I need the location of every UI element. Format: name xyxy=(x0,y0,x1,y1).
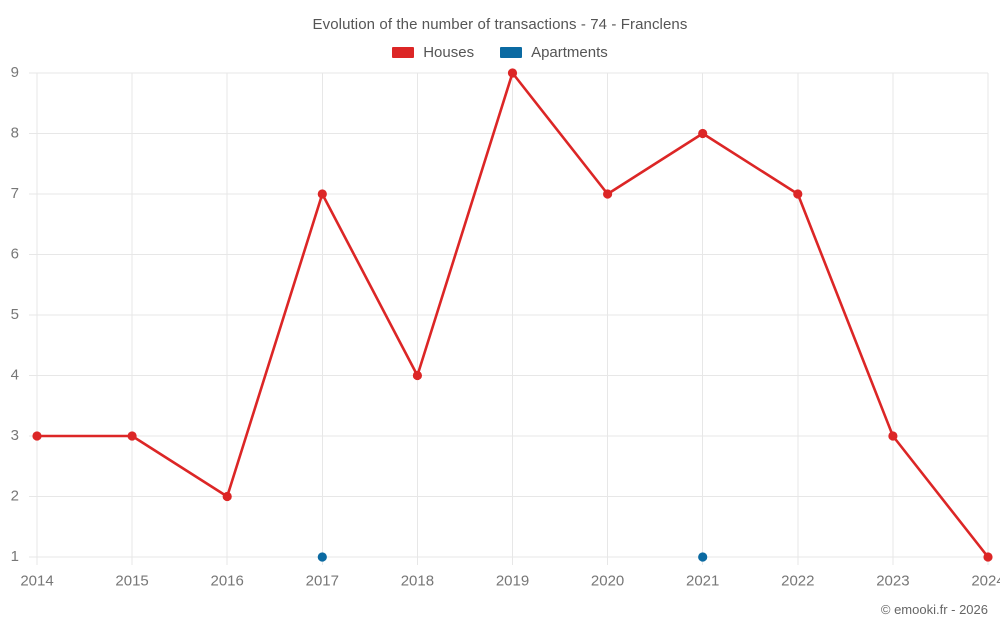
copyright-credit: © emooki.fr - 2026 xyxy=(880,602,988,617)
y-axis-tick-label: 8 xyxy=(11,124,19,141)
chart-title: Evolution of the number of transactions … xyxy=(312,16,688,33)
y-axis-tick-label: 3 xyxy=(11,427,19,444)
x-axis-tick-label: 2024 xyxy=(971,572,1000,589)
data-point[interactable] xyxy=(317,552,327,562)
y-axis-tick-label: 5 xyxy=(11,306,19,323)
series-apartments xyxy=(317,552,708,562)
x-axis-ticks: 2014 2015 2016 2017 2018 2019 2020 2021 2022 2023… xyxy=(20,572,1000,589)
legend-label-houses: Houses xyxy=(423,44,475,61)
data-point[interactable] xyxy=(127,431,137,441)
x-axis-tick-label: 2019 xyxy=(496,572,529,589)
x-axis-tick-label: 2021 xyxy=(686,572,719,589)
data-point[interactable] xyxy=(412,370,422,381)
legend-item-houses[interactable]: Houses xyxy=(392,44,474,61)
data-point[interactable] xyxy=(507,68,518,78)
x-axis-tick-label: 2022 xyxy=(781,572,814,589)
y-axis-tick-label: 1 xyxy=(11,548,19,565)
x-axis-tick-label: 2020 xyxy=(591,572,624,589)
y-axis-ticks: 1 2 3 4 5 6 7 8 9 xyxy=(11,64,19,565)
y-axis-tick-label: 2 xyxy=(11,487,19,504)
data-point[interactable] xyxy=(603,189,613,199)
legend-item-apartments[interactable]: Apartments xyxy=(500,44,608,61)
data-point[interactable] xyxy=(698,128,708,139)
y-axis-tick-label: 6 xyxy=(11,245,19,262)
series-houses xyxy=(32,68,993,562)
y-axis-tick-label: 7 xyxy=(11,185,19,202)
x-axis-tick-label: 2017 xyxy=(306,572,339,589)
y-axis-tick-label: 4 xyxy=(11,366,19,383)
x-axis-tick-label: 2014 xyxy=(20,572,53,589)
data-point[interactable] xyxy=(32,431,42,441)
x-axis-tick-label: 2015 xyxy=(115,572,148,589)
x-axis-tick-label: 2023 xyxy=(876,572,909,589)
chart-legend: Houses Apartments xyxy=(0,44,1000,61)
data-point[interactable] xyxy=(222,491,232,502)
gridlines xyxy=(29,72,989,565)
x-axis-tick-label: 2018 xyxy=(401,572,434,589)
y-axis-tick-label: 9 xyxy=(11,64,19,81)
data-point[interactable] xyxy=(888,431,898,441)
data-point[interactable] xyxy=(698,552,708,562)
x-axis-tick-label: 2016 xyxy=(211,572,244,589)
data-series xyxy=(32,68,993,562)
data-point[interactable] xyxy=(793,189,803,199)
legend-swatch-houses xyxy=(392,47,415,58)
legend-swatch-apartments xyxy=(500,47,523,58)
data-point[interactable] xyxy=(317,189,327,199)
data-point[interactable] xyxy=(983,552,993,562)
legend-label-apartments: Apartments xyxy=(531,44,608,61)
